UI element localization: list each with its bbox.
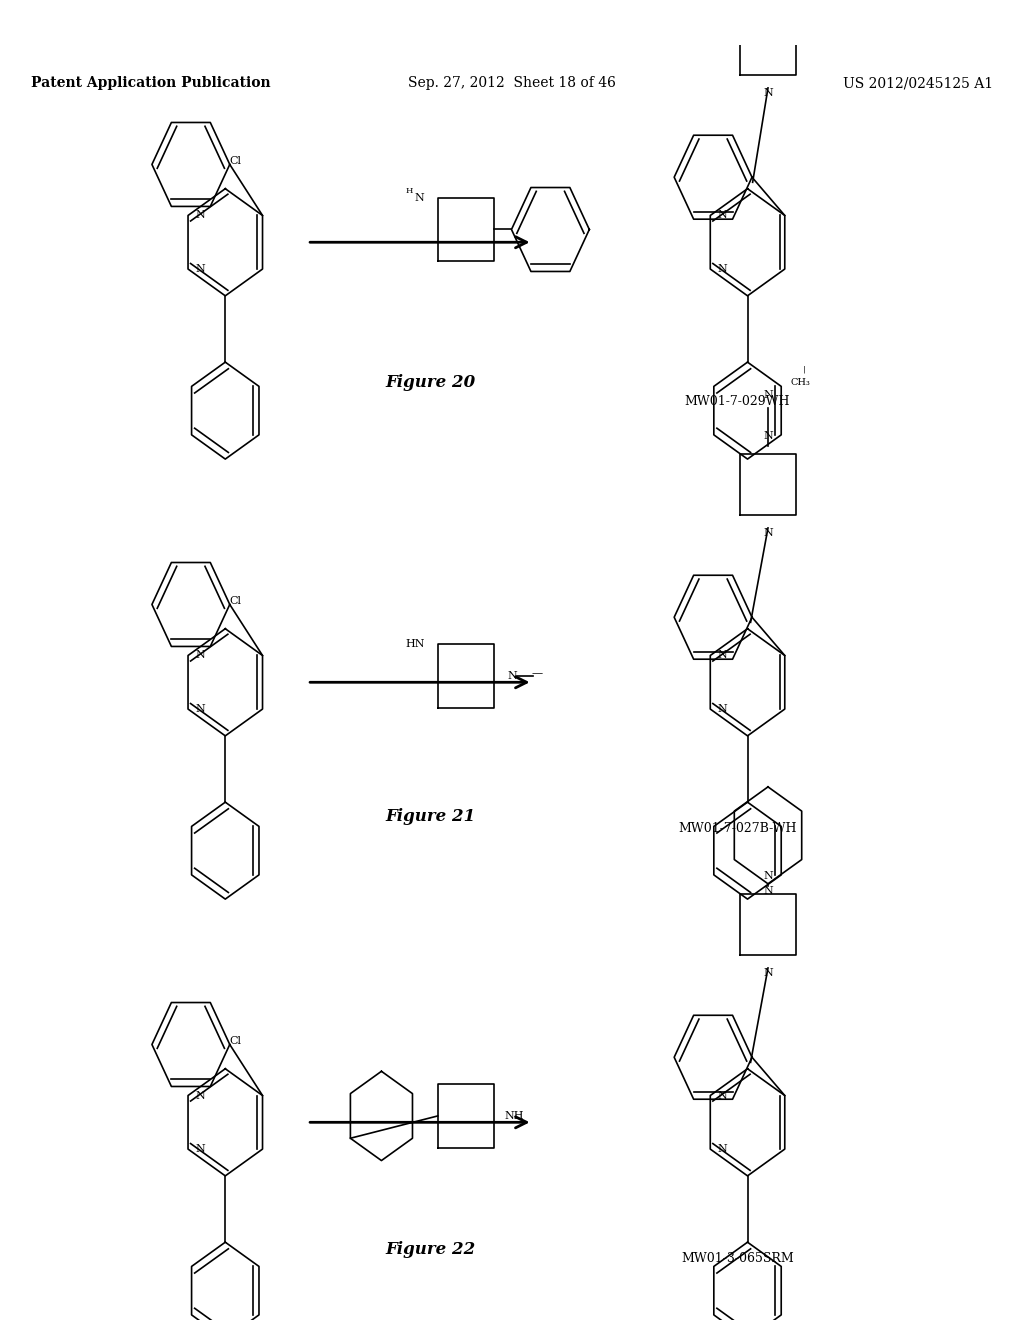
Text: N: N — [718, 1090, 727, 1101]
Text: N: N — [763, 88, 773, 98]
Text: N: N — [415, 193, 424, 202]
Text: —: — — [531, 668, 543, 678]
Text: H: H — [406, 187, 413, 195]
Text: N: N — [763, 886, 773, 896]
Text: N: N — [196, 704, 205, 714]
Text: N: N — [508, 671, 517, 681]
Text: Figure 21: Figure 21 — [385, 808, 475, 825]
Text: MW01-7-027B-WH: MW01-7-027B-WH — [678, 822, 797, 836]
Text: N: N — [196, 210, 205, 220]
Text: MW01-7-029WH: MW01-7-029WH — [684, 395, 791, 408]
Text: Figure 22: Figure 22 — [385, 1241, 475, 1258]
Text: CH₃: CH₃ — [791, 378, 811, 387]
Text: N: N — [718, 704, 727, 714]
Text: US 2012/0245125 A1: US 2012/0245125 A1 — [843, 77, 993, 91]
Text: |: | — [803, 366, 805, 374]
Text: HN: HN — [406, 639, 425, 649]
Text: Patent Application Publication: Patent Application Publication — [31, 77, 270, 91]
Text: Cl: Cl — [229, 595, 242, 606]
Text: N: N — [763, 871, 773, 882]
Text: N: N — [718, 651, 727, 660]
Text: N: N — [196, 1090, 205, 1101]
Text: N: N — [196, 651, 205, 660]
Text: N: N — [196, 264, 205, 275]
Text: N: N — [718, 210, 727, 220]
Text: N: N — [763, 968, 773, 978]
Text: Sep. 27, 2012  Sheet 18 of 46: Sep. 27, 2012 Sheet 18 of 46 — [408, 77, 616, 91]
Text: N: N — [763, 528, 773, 539]
Text: NH: NH — [505, 1111, 524, 1121]
Text: N: N — [718, 1144, 727, 1154]
Text: N: N — [763, 432, 773, 441]
Text: N: N — [718, 264, 727, 275]
Text: N: N — [763, 391, 773, 400]
Text: Figure 20: Figure 20 — [385, 374, 475, 391]
Text: Cl: Cl — [229, 1036, 242, 1045]
Text: N: N — [196, 1144, 205, 1154]
Text: MW01-3-065SRM: MW01-3-065SRM — [681, 1253, 794, 1266]
Text: Cl: Cl — [229, 156, 242, 166]
